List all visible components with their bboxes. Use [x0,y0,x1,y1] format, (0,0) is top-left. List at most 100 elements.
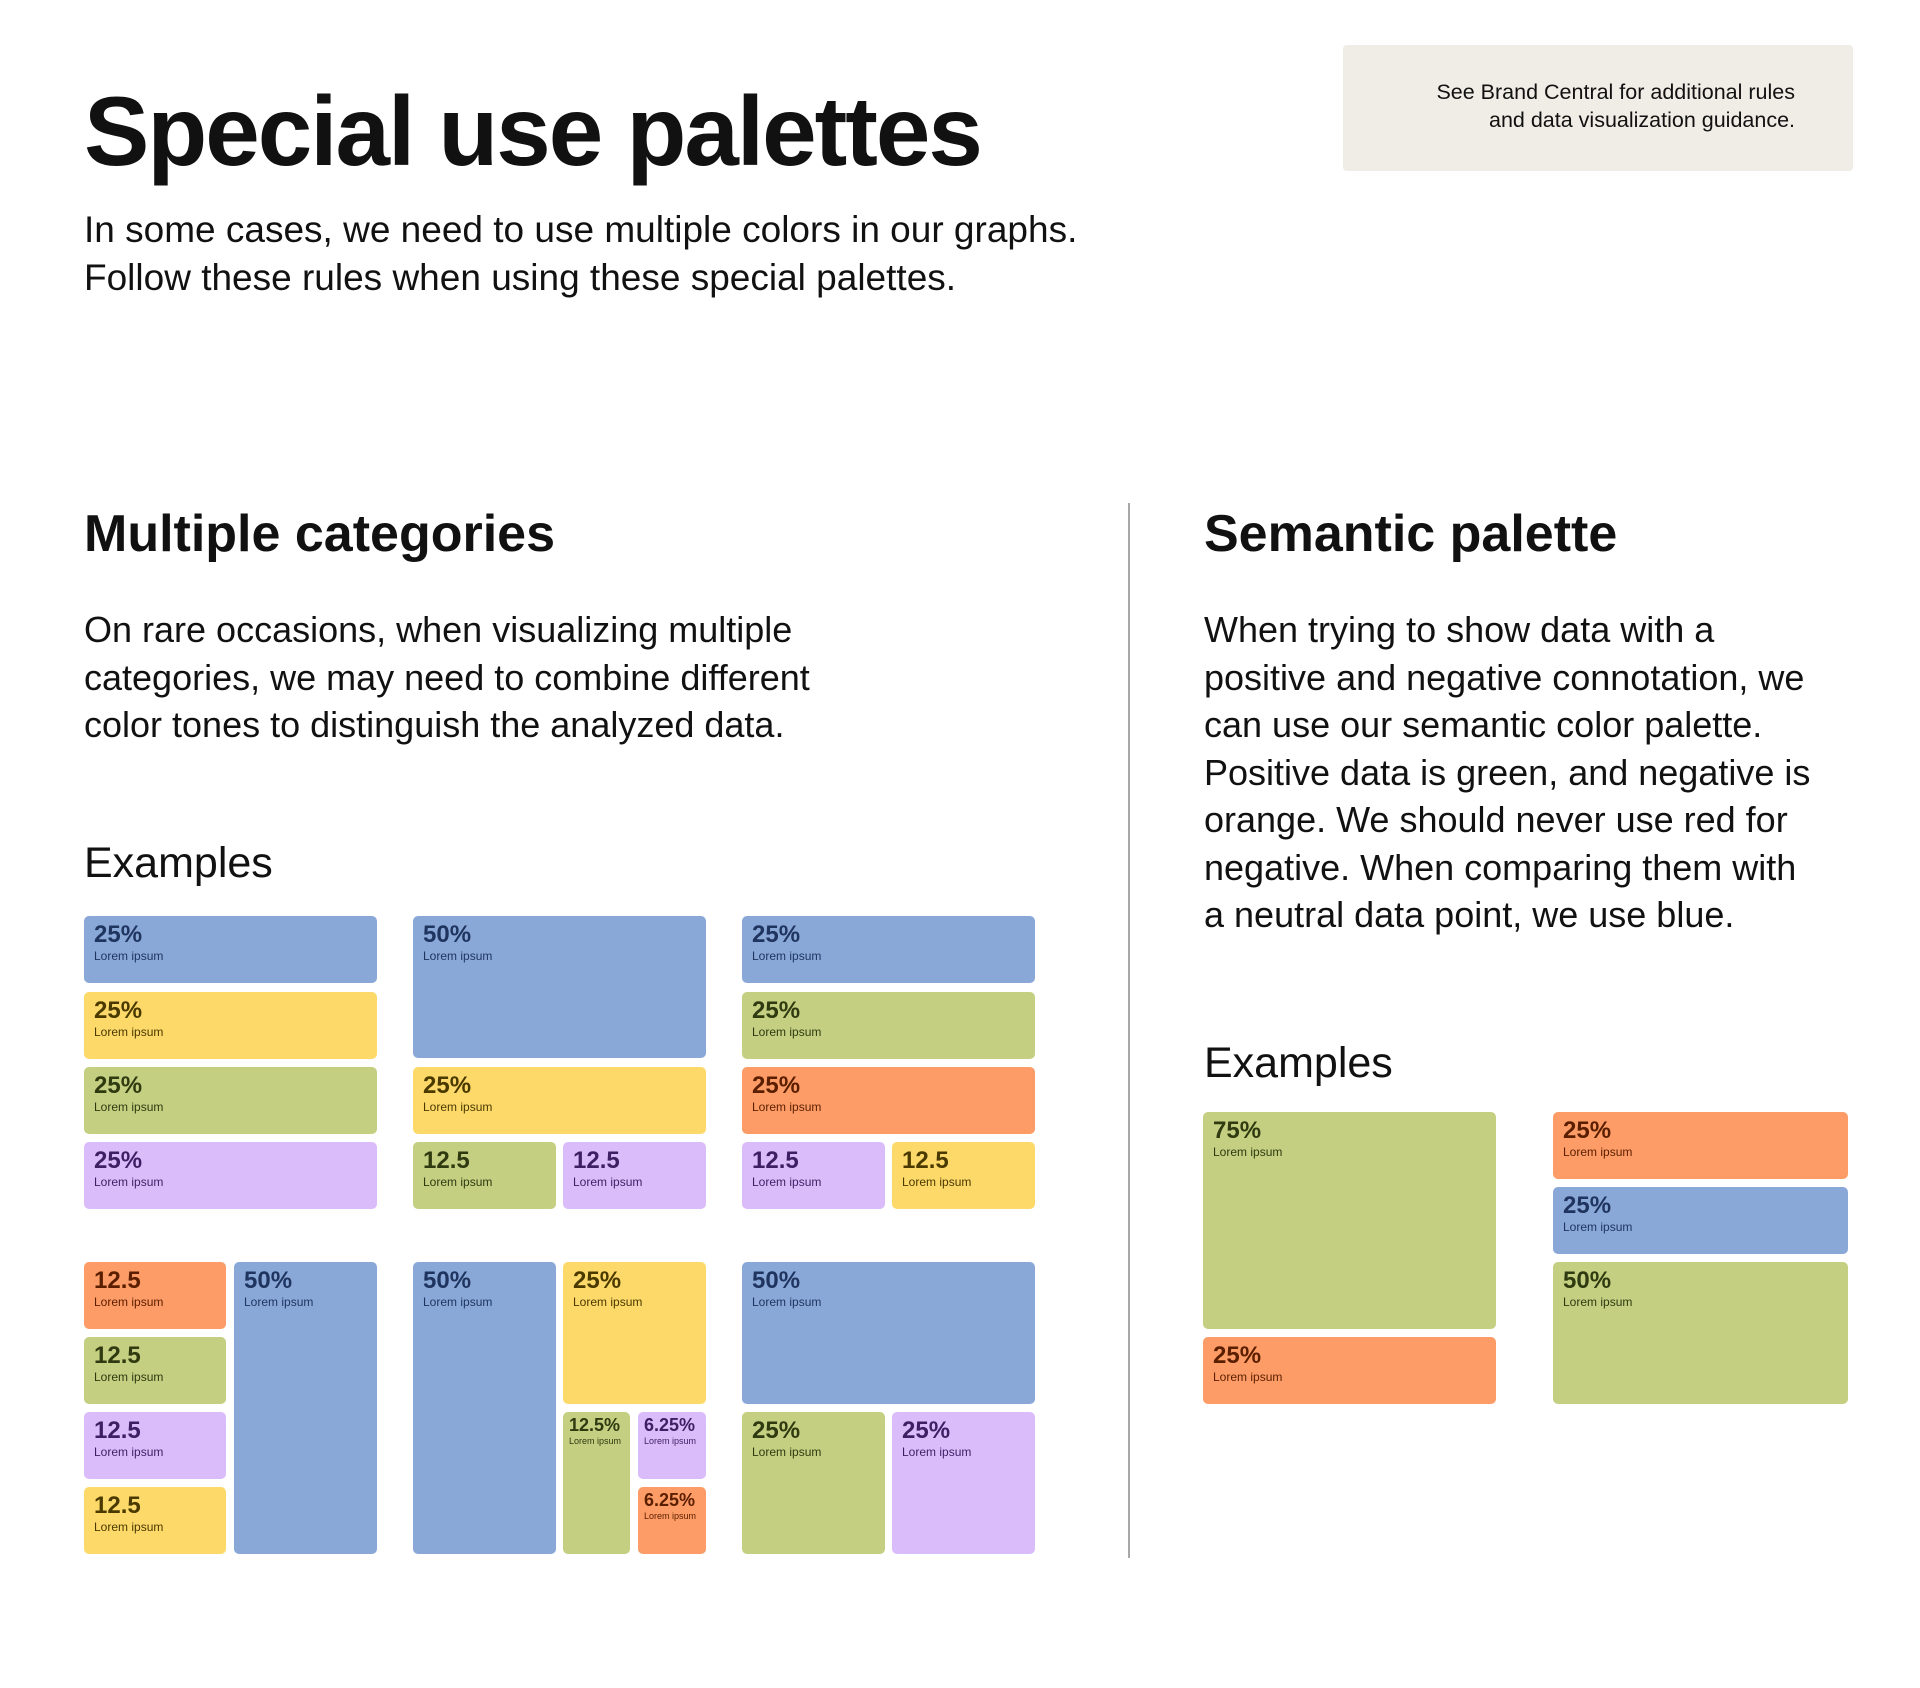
tile-value: 12.5 [94,1342,141,1369]
palette-tile: 25% Lorem ipsum [742,916,1035,983]
palette-tile: 25% Lorem ipsum [742,1067,1035,1134]
tile-label: Lorem ipsum [94,1295,164,1309]
description-line: orange. We should never use red for [1204,799,1788,840]
tile-value: 25% [1563,1117,1612,1144]
description-line: a neutral data point, we use blue. [1204,894,1735,935]
section-divider [1128,503,1130,1558]
intro-line: Follow these rules when using these spec… [84,257,957,298]
tile-label: Lorem ipsum [1213,1145,1283,1159]
note-line: See Brand Central for additional rules [1436,80,1795,104]
tile-value: 25% [423,1072,472,1099]
palette-tile: 12.5 Lorem ipsum [742,1142,885,1209]
description-line: When trying to show data with a [1204,609,1715,650]
tile-value: 12.5 [94,1267,141,1294]
tile-value: 25% [94,997,143,1024]
palette-tile: 12.5 Lorem ipsum [413,1142,556,1209]
palette-tile: 25% Lorem ipsum [1203,1337,1496,1404]
palette-tile: 50% Lorem ipsum [413,916,706,1058]
palette-tile: 25% Lorem ipsum [1553,1187,1848,1254]
tile-label: Lorem ipsum [644,1436,697,1446]
tile-label: Lorem ipsum [752,1175,822,1189]
tile-label: Lorem ipsum [1563,1145,1633,1159]
tile-value: 12.5 [902,1147,949,1174]
tile-value: 12.5 [423,1147,470,1174]
semantic-examples-label: Examples [1204,1039,1393,1087]
tile-value: 25% [573,1267,622,1294]
tile-label: Lorem ipsum [902,1445,972,1459]
tile-label: Lorem ipsum [94,1520,164,1534]
tile-value: 25% [902,1417,951,1444]
description-line: positive and negative connotation, we [1204,656,1805,698]
tile-label: Lorem ipsum [752,1100,822,1114]
tile-value: 25% [1213,1342,1262,1369]
palette-tile: 12.5 Lorem ipsum [84,1337,226,1404]
tile-value: 25% [752,1072,801,1099]
tile-label: Lorem ipsum [94,1100,164,1114]
palette-tile: 12.5 Lorem ipsum [84,1412,226,1479]
tile-value: 12.5 [94,1492,141,1519]
brand-central-note: See Brand Central for additional rules a… [1343,45,1853,171]
tile-label: Lorem ipsum [644,1511,697,1521]
palette-tile: 6.25% Lorem ipsum [638,1487,706,1554]
palette-tile: 75% Lorem ipsum [1203,1112,1496,1329]
description-line: color tones to distinguish the analyzed … [84,704,785,745]
tile-label: Lorem ipsum [1563,1220,1633,1234]
tile-value: 25% [752,997,801,1024]
semantic-palette-heading: Semantic palette [1204,505,1618,563]
palette-tile: 25% Lorem ipsum [84,1067,377,1134]
intro-text: In some cases, we need to use multiple c… [84,206,1184,302]
palette-tile: 12.5 Lorem ipsum [84,1487,226,1554]
palette-tile: 50% Lorem ipsum [413,1262,556,1554]
description-line: can use our semantic color palette. [1204,704,1763,745]
tile-label: Lorem ipsum [573,1295,643,1309]
tile-label: Lorem ipsum [752,1025,822,1039]
tile-value: 25% [94,1072,143,1099]
palette-tile: 25% Lorem ipsum [413,1067,706,1134]
tile-value: 50% [423,1267,472,1294]
tile-label: Lorem ipsum [573,1175,643,1189]
tile-label: Lorem ipsum [94,1175,164,1189]
tile-value: 6.25% [644,1415,696,1435]
tile-label: Lorem ipsum [423,949,493,963]
palette-tile: 50% Lorem ipsum [1553,1262,1848,1404]
description-line: negative. When comparing them with [1204,846,1797,888]
palette-tile: 12.5 Lorem ipsum [84,1262,226,1329]
tile-value: 6.25% [644,1490,696,1510]
tile-label: Lorem ipsum [244,1295,314,1309]
palette-tile: 50% Lorem ipsum [742,1262,1035,1404]
description-line: categories, we may need to combine diffe… [84,656,810,698]
note-line: and data visualization guidance. [1489,108,1795,132]
tile-value: 12.5 [752,1147,799,1174]
tile-value: 25% [94,921,143,948]
palette-tile: 12.5% Lorem ipsum [563,1412,630,1554]
tile-label: Lorem ipsum [94,949,164,963]
tile-label: Lorem ipsum [1213,1370,1283,1384]
tile-value: 12.5 [573,1147,620,1174]
tile-label: Lorem ipsum [752,949,822,963]
tile-value: 50% [244,1267,293,1294]
tile-label: Lorem ipsum [423,1295,493,1309]
tile-value: 25% [94,1147,143,1174]
palette-tile: 12.5 Lorem ipsum [563,1142,706,1209]
palette-tile: 6.25% Lorem ipsum [638,1412,706,1479]
multiple-examples-label: Examples [84,839,273,887]
tile-value: 50% [752,1267,801,1294]
palette-tile: 25% Lorem ipsum [563,1262,706,1404]
description-line: On rare occasions, when visualizing mult… [84,609,793,650]
tile-value: 25% [752,1417,801,1444]
tile-label: Lorem ipsum [423,1175,493,1189]
tile-label: Lorem ipsum [1563,1295,1633,1309]
tile-value: 12.5% [569,1415,621,1435]
tile-label: Lorem ipsum [94,1445,164,1459]
multiple-categories-heading: Multiple categories [84,505,555,563]
palette-tile: 12.5 Lorem ipsum [892,1142,1035,1209]
palette-tile: 25% Lorem ipsum [84,1142,377,1209]
palette-tile: 25% Lorem ipsum [84,916,377,983]
tile-value: 75% [1213,1117,1262,1144]
palette-tile: 50% Lorem ipsum [234,1262,377,1554]
palette-tile: 25% Lorem ipsum [1553,1112,1848,1179]
intro-line: In some cases, we need to use multiple c… [84,209,1078,250]
tile-value: 50% [1563,1267,1612,1294]
palette-tile: 25% Lorem ipsum [892,1412,1035,1554]
palette-tile: 25% Lorem ipsum [742,1412,885,1554]
